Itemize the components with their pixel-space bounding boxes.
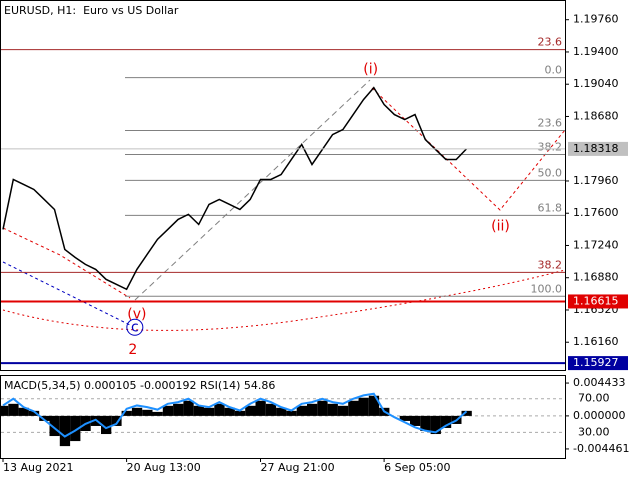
y-tick-label: 1.16160 — [573, 335, 619, 348]
y-tick-label: 1.19400 — [573, 45, 619, 58]
wave-label: (i) — [363, 62, 378, 78]
price-box — [568, 141, 628, 156]
macd-bar — [18, 407, 29, 416]
x-tick-label: 6 Sep 05:00 — [384, 461, 450, 474]
y-tick-label: 1.18680 — [573, 109, 619, 122]
wave-line — [371, 87, 566, 211]
macd-bar — [461, 410, 472, 416]
y-tick-label: 1.17960 — [573, 174, 619, 187]
macd-bar — [28, 410, 40, 416]
macd-bar — [39, 415, 50, 421]
price-box — [568, 356, 628, 371]
macd-bar — [420, 415, 431, 431]
y-tick-label: 0.004433 — [573, 376, 626, 389]
macd-bar — [368, 395, 380, 416]
macd-bar — [101, 415, 112, 435]
fib-label: 38.2 — [538, 141, 563, 154]
macd-bar — [296, 405, 307, 416]
macd-bar — [8, 403, 19, 416]
rsi-line — [2, 392, 468, 438]
macd-bar — [173, 403, 184, 416]
macd-bar — [337, 405, 349, 416]
fib-label: 38.2 — [538, 258, 563, 271]
macd-bar — [183, 400, 194, 416]
price-label: 1.18318 — [573, 142, 619, 155]
indicator-title: MACD(5,34,5) 0.000105 -0.000192 RSI(14) … — [4, 379, 275, 392]
price-label: 1.16615 — [573, 294, 619, 307]
macd-bar — [204, 407, 215, 416]
wave-lines — [2, 79, 566, 331]
macd-bar — [70, 415, 81, 442]
channel-line — [134, 79, 371, 301]
price-label: 1.15927 — [573, 356, 619, 369]
macd-bar — [152, 411, 163, 416]
macd-bar — [49, 415, 60, 437]
fib-label: 23.6 — [538, 117, 563, 130]
y-tick-label: -0.004461 — [573, 442, 629, 455]
y-tick-label: 0.000000 — [573, 409, 626, 422]
y-tick-label: 1.19760 — [573, 13, 619, 26]
macd-bar — [399, 415, 410, 421]
fib-label: 50.0 — [538, 166, 563, 179]
macd-bar — [358, 397, 369, 416]
y-tick-label: 1.19040 — [573, 77, 619, 90]
macd-bar — [214, 403, 225, 416]
y-tick-label: 1.17240 — [573, 238, 619, 251]
macd-bar — [142, 409, 153, 416]
chart-title: EURUSD, H1: Euro vs US Dollar — [4, 4, 179, 17]
macd-bar — [111, 415, 122, 426]
macd-bar — [410, 415, 421, 426]
macd-bar — [317, 400, 328, 416]
wave-label: (v) — [127, 306, 146, 322]
macd-bar — [286, 410, 297, 416]
wave-label: (ii) — [491, 218, 510, 234]
price-line — [2, 86, 468, 291]
macd-bar — [0, 405, 9, 416]
macd-bar — [348, 400, 359, 416]
y2-tick-label: 30.00 — [578, 425, 610, 438]
macd-bar — [224, 407, 235, 416]
price-box — [568, 294, 628, 309]
macd-bar — [255, 400, 266, 416]
y-tick-label: 1.17600 — [573, 206, 619, 219]
x-tick-label: 27 Aug 21:00 — [261, 461, 335, 474]
fib-label: 100.0 — [531, 282, 563, 295]
indicator-frame — [0, 375, 566, 459]
macd-bar — [59, 415, 71, 447]
main-frame — [0, 0, 566, 371]
macd-bar — [245, 405, 256, 416]
y2-tick-label: 70.00 — [578, 392, 610, 405]
fib-label: 0.0 — [545, 64, 563, 77]
macd-bar — [307, 403, 318, 416]
macd-bar — [430, 415, 441, 435]
x-tick-label: 13 Aug 2021 — [3, 461, 73, 474]
fib-label: 61.8 — [538, 201, 563, 214]
macd-bar — [131, 407, 143, 416]
macd-bar — [327, 403, 338, 416]
macd-bar — [276, 407, 287, 416]
macd-bar — [440, 415, 452, 428]
wave-label: 2 — [128, 342, 137, 358]
macd-bar — [162, 405, 174, 416]
annotation-circle — [126, 318, 144, 336]
x-tick-label: 20 Aug 13:00 — [127, 461, 201, 474]
y-tick-label: 1.16880 — [573, 271, 619, 284]
macd-bar — [121, 410, 132, 416]
macd-bar — [193, 405, 204, 416]
fib-label: 23.6 — [538, 36, 563, 49]
wave-label: c — [131, 319, 139, 335]
macd-bar — [234, 410, 246, 416]
macd-bar — [265, 403, 277, 416]
